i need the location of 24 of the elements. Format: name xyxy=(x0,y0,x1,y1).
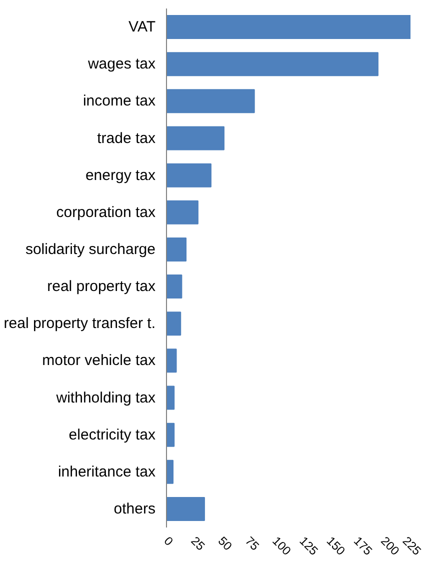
x-tick-label: 75 xyxy=(242,534,262,554)
y-tick-label: real property transfer t. xyxy=(4,315,156,332)
y-tick-label: inheritance tax xyxy=(58,463,156,480)
x-tick-label: 150 xyxy=(324,534,348,558)
y-tick-label: trade tax xyxy=(97,130,156,147)
y-tick-label: motor vehicle tax xyxy=(42,352,156,370)
y-tick-label: withholding tax xyxy=(55,389,156,406)
y-tick-label: wages tax xyxy=(86,56,156,73)
x-tick-label: 125 xyxy=(296,534,322,558)
y-tick-label: income tax xyxy=(82,92,156,110)
y-tick-label: corporation tax xyxy=(56,204,156,221)
x-tick-label: 50 xyxy=(215,534,235,554)
x-tick-label: 0 xyxy=(161,534,176,549)
x-tick-label: 225 xyxy=(400,534,422,558)
y-tick-label: electricity tax xyxy=(68,426,156,444)
y-tick-label: energy tax xyxy=(85,166,156,184)
y-tick-label: others xyxy=(114,500,156,518)
x-tick-label: 200 xyxy=(378,534,402,558)
y-tick-label: real property tax xyxy=(47,278,156,296)
x-tick-label: 175 xyxy=(350,534,376,558)
x-tick-label: 100 xyxy=(270,534,294,558)
y-tick-label: VAT xyxy=(128,18,156,36)
x-tick-label: 25 xyxy=(188,534,208,554)
y-tick-label: solidarity surcharge xyxy=(25,240,156,258)
